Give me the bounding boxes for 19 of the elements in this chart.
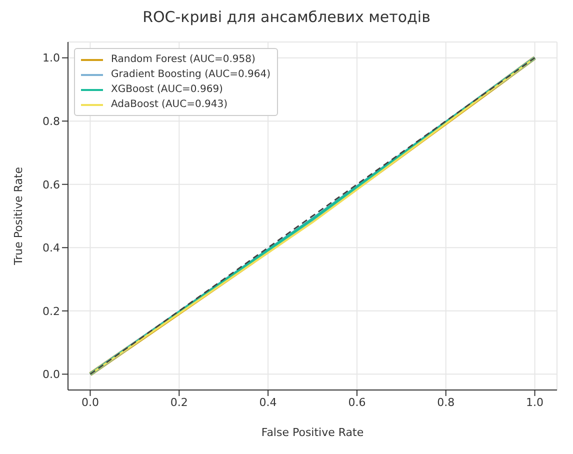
x-tick-label: 0.4 bbox=[259, 396, 277, 409]
x-tick-label: 0.0 bbox=[81, 396, 99, 409]
x-tick-label: 1.0 bbox=[526, 396, 544, 409]
y-axis-title: True Positive Rate bbox=[12, 166, 25, 266]
y-tick-label: 0.0 bbox=[42, 368, 60, 382]
y-tick-label: 0.4 bbox=[42, 242, 60, 255]
legend-label: XGBoost (AUC=0.969) bbox=[111, 83, 223, 97]
y-tick-label: 0.8 bbox=[42, 114, 60, 128]
y-tick-label: 0.2 bbox=[42, 304, 60, 318]
y-tick-label: 1.0 bbox=[42, 52, 60, 65]
x-tick-label: 0.8 bbox=[437, 396, 455, 409]
y-tick-label: 0.6 bbox=[42, 178, 60, 192]
legend-label: Random Forest (AUC=0.958) bbox=[111, 53, 256, 67]
x-axis-title: False Positive Rate bbox=[261, 426, 364, 439]
chart-title: ROC-криві для ансамблевих методів bbox=[142, 8, 432, 28]
legend-label: AdaBoost (AUC=0.943) bbox=[111, 98, 228, 112]
x-tick-label: 0.2 bbox=[170, 396, 188, 409]
x-tick-label: 0.6 bbox=[348, 396, 366, 409]
legend-label: Gradient Boosting (AUC=0.964) bbox=[111, 68, 271, 82]
